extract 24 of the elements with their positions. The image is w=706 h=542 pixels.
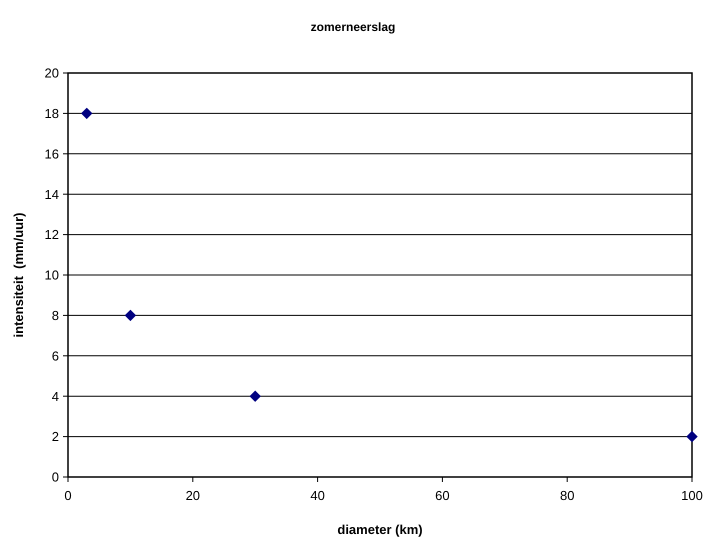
y-tick-label: 14 xyxy=(44,186,59,202)
point xyxy=(686,431,698,442)
point xyxy=(81,108,92,119)
x-tick-label: 0 xyxy=(64,488,72,503)
point xyxy=(250,390,261,402)
x-tick-label: 80 xyxy=(560,488,574,503)
y-tick-label: 6 xyxy=(52,348,59,364)
y-tick-label: 4 xyxy=(52,388,59,404)
y-axis-title: intensiteit (mm/uur) xyxy=(11,212,26,338)
y-tick-label: 2 xyxy=(52,429,59,444)
x-tick-label: 100 xyxy=(681,488,703,503)
x-tick-label: 20 xyxy=(186,488,200,503)
chart-title: zomerneerslag xyxy=(310,20,396,34)
y-tick-label: 18 xyxy=(44,106,59,121)
point xyxy=(124,310,136,321)
y-tick-label: 10 xyxy=(44,268,59,283)
x-axis-title: diameter (km) xyxy=(337,522,423,537)
y-tick-label: 8 xyxy=(52,308,59,323)
y-tick-label: 16 xyxy=(44,146,59,162)
y-tick-label: 0 xyxy=(52,470,59,485)
x-tick-label: 60 xyxy=(435,488,450,503)
y-tick-label: 20 xyxy=(44,66,59,81)
y-tick-label: 12 xyxy=(44,227,59,242)
x-tick-label: 40 xyxy=(310,488,325,503)
